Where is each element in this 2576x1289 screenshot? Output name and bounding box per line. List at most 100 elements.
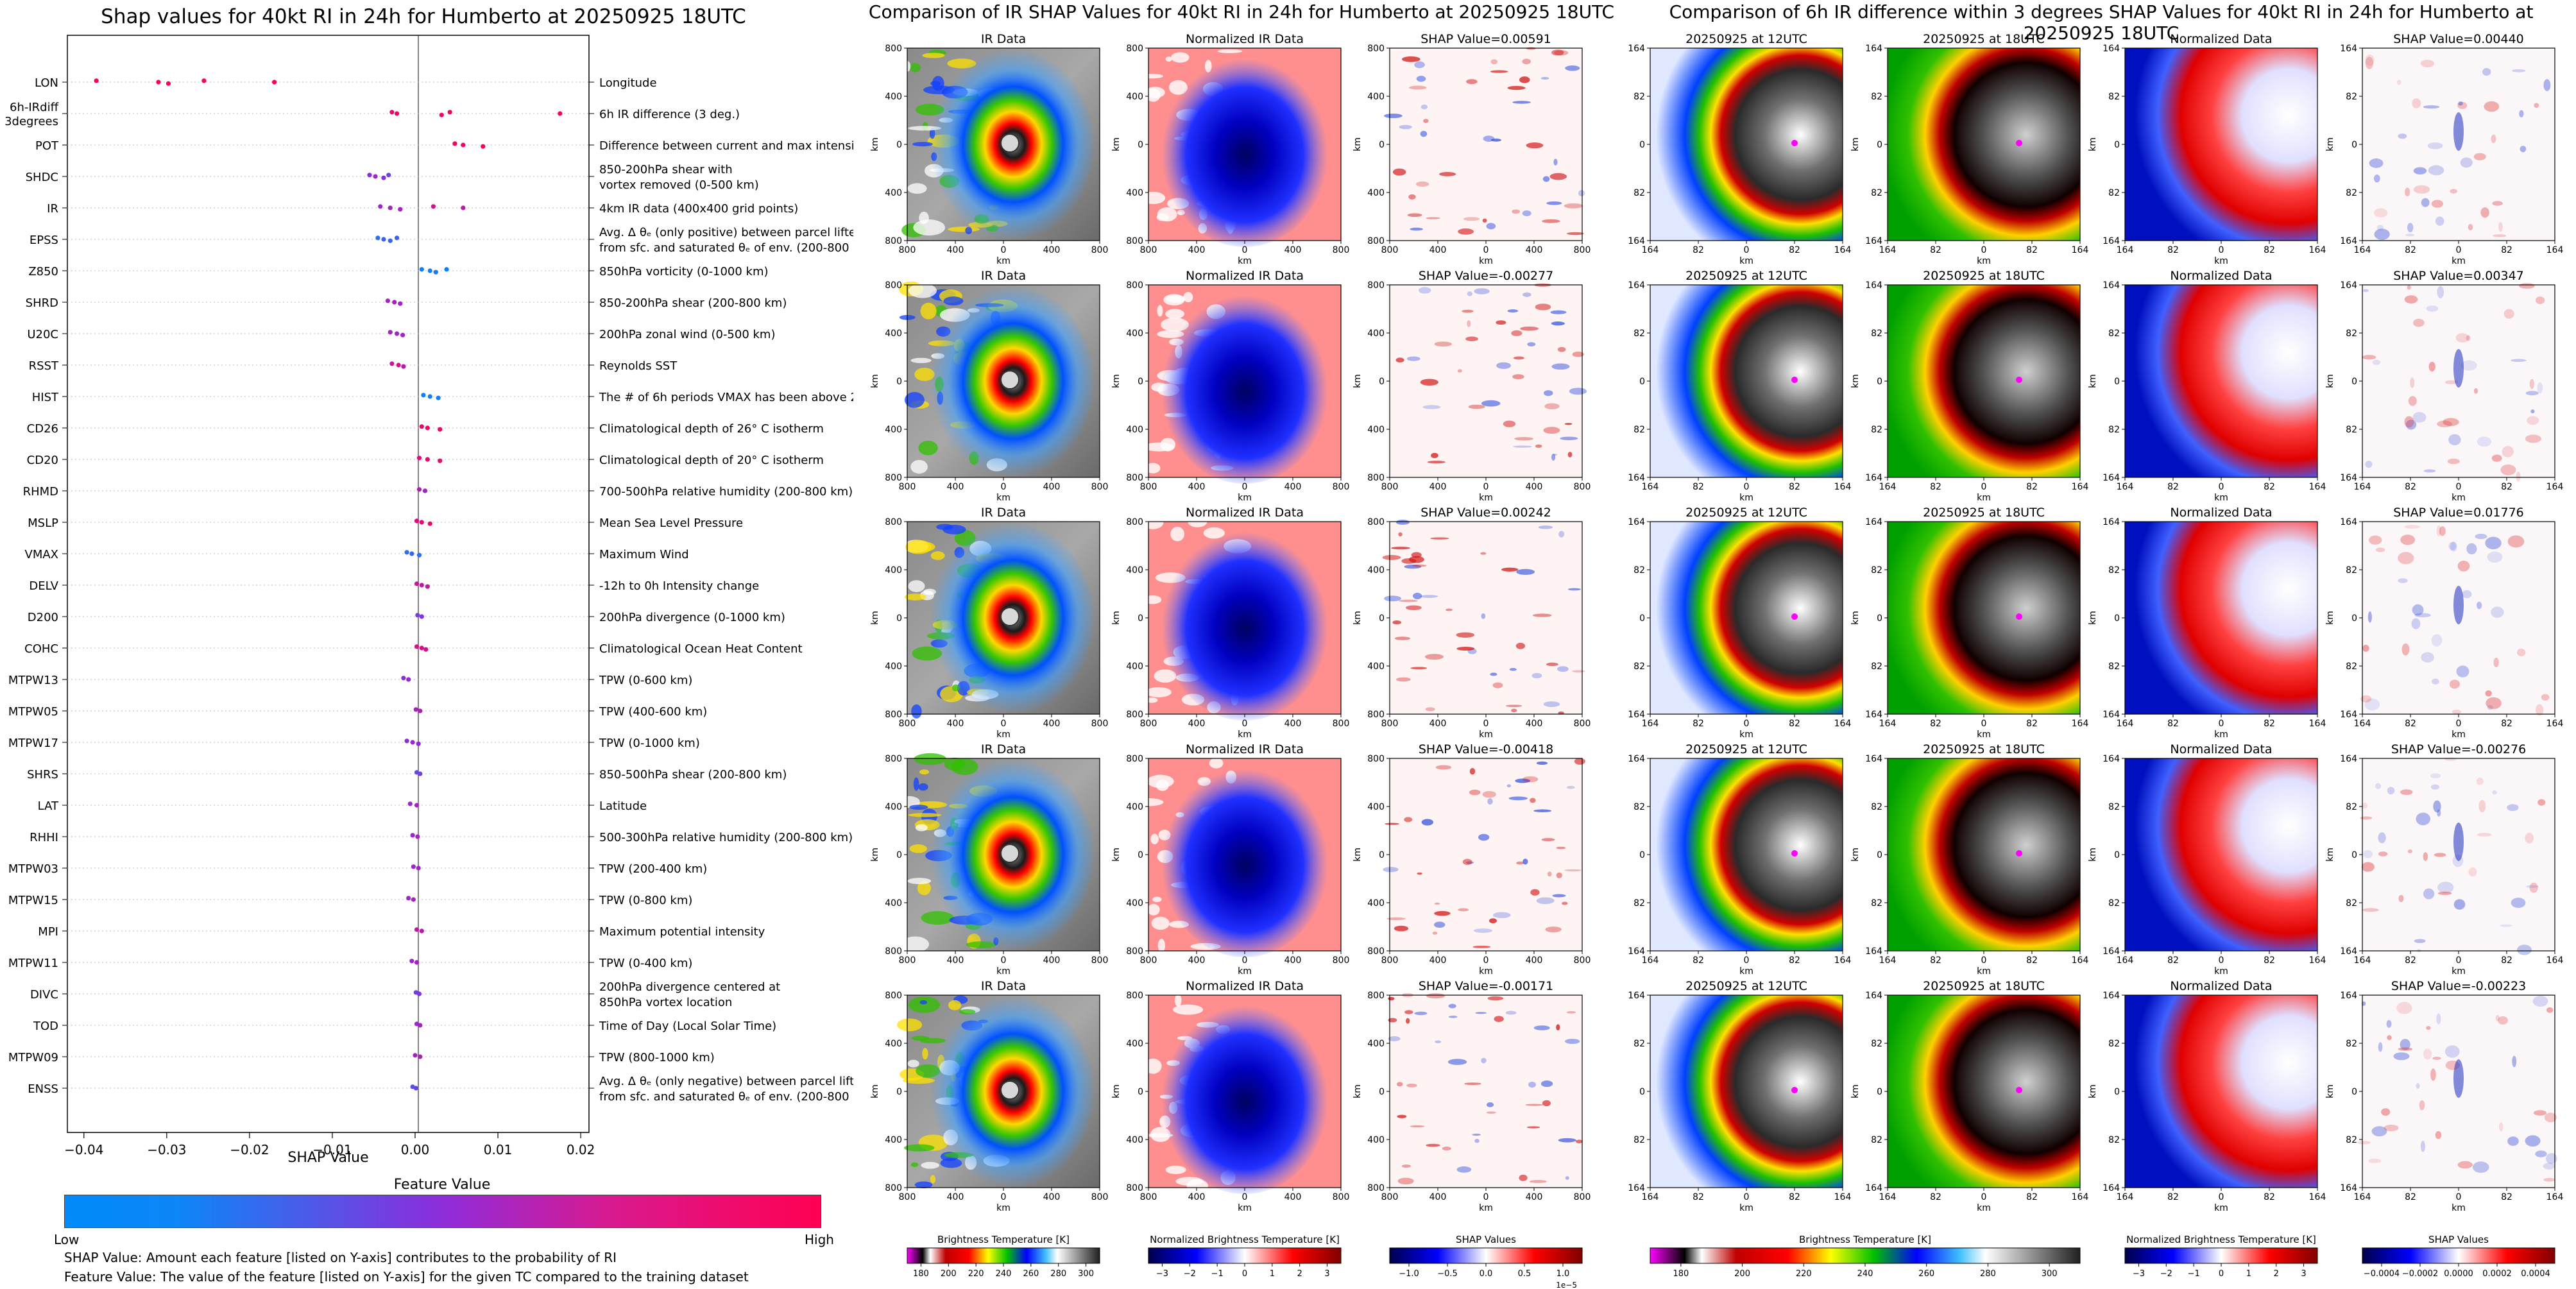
diff-shap-map <box>2360 522 2555 716</box>
colorbar-tick-label: 300 <box>1078 1269 1094 1279</box>
x-axis-label: km <box>2452 730 2466 740</box>
ir-data-image <box>903 522 1100 719</box>
y-tick-label: 164 <box>1628 517 1645 527</box>
y-tick-label: 82 <box>2108 188 2120 198</box>
y-axis-label: km <box>870 611 880 625</box>
feature-code-label: COHC <box>24 642 58 656</box>
feature-description-label: Climatological depth of 26° C isotherm <box>599 422 824 436</box>
x-tick-label: 0.02 <box>567 1142 595 1157</box>
colorbar-label: Brightness Temperature [K] <box>1799 1234 1931 1245</box>
ir-data-image <box>898 281 1100 477</box>
shap-point <box>411 864 416 869</box>
shap-point <box>396 363 401 368</box>
feature-description-label: 200hPa divergence centered at <box>599 980 780 994</box>
y-axis-label: km <box>2088 374 2098 388</box>
shap-point <box>431 204 436 209</box>
y-tick-label: 82 <box>1633 898 1645 909</box>
colorbar <box>2362 1247 2555 1264</box>
y-tick-label: 400 <box>1367 425 1385 435</box>
x-axis-label: km <box>1977 1203 1991 1213</box>
feature-description-label: TPW (0-600 km) <box>599 674 692 687</box>
x-tick-label: 800 <box>1333 955 1350 966</box>
feature-value-label: Feature Value <box>393 1177 491 1193</box>
x-axis-label: km <box>1479 493 1493 503</box>
x-tick-label: 800 <box>899 245 916 255</box>
feature-code-label: MTPW05 <box>8 705 58 719</box>
shap-point <box>438 427 443 432</box>
x-tick-label: 82 <box>1789 482 1800 492</box>
y-tick-label: 82 <box>1871 1135 1882 1145</box>
normalized-ir-image <box>1134 758 1341 957</box>
ir-col-title: Normalized IR Data <box>1186 269 1304 283</box>
y-tick-label: 164 <box>2340 946 2357 957</box>
shap-point <box>558 111 563 116</box>
x-axis-label: km <box>1238 966 1252 977</box>
y-tick-label: 164 <box>1865 517 1882 527</box>
feature-value-colorbar <box>64 1195 821 1228</box>
x-tick-label: 800 <box>1140 1192 1157 1202</box>
x-tick-label: −0.03 <box>147 1142 186 1157</box>
y-tick-label: 0 <box>1138 140 1143 150</box>
y-tick-label: 400 <box>1126 425 1143 435</box>
x-tick-label: 400 <box>1043 482 1061 492</box>
x-tick-label: 82 <box>2167 245 2179 255</box>
x-axis-label: km <box>1479 966 1493 977</box>
x-tick-label: 800 <box>1333 245 1350 255</box>
ir-panel-title: Comparison of IR SHAP Values for 40kt RI… <box>868 1 1615 22</box>
feature-code-label: SHRD <box>26 296 58 310</box>
x-axis-label: km <box>2452 966 2466 977</box>
shap-point <box>413 707 418 712</box>
x-axis-label: km <box>1479 1203 1493 1213</box>
y-tick-label: 400 <box>885 565 902 576</box>
x-tick-label: 0 <box>1001 955 1007 966</box>
x-tick-label: 0 <box>2219 1192 2224 1202</box>
ir-col-title: IR Data <box>981 32 1026 46</box>
feature-description-label: Difference between current and max inten… <box>599 139 853 153</box>
y-tick-label: 400 <box>1126 188 1143 198</box>
x-tick-label: 400 <box>1526 955 1543 966</box>
diff-col-title: 20250925 at 12UTC <box>1685 32 1807 46</box>
x-tick-label: 800 <box>1140 955 1157 966</box>
y-axis-label: km <box>2325 848 2335 862</box>
y-tick-label: 0 <box>2351 377 2357 387</box>
y-tick-label: 800 <box>885 44 902 54</box>
x-tick-label: 164 <box>2354 482 2371 492</box>
y-tick-label: 0 <box>1877 377 1882 387</box>
feature-description-label: Maximum potential intensity <box>599 925 765 939</box>
x-tick-label: 164 <box>1642 719 1659 729</box>
x-tick-label: 164 <box>1879 955 1897 966</box>
y-tick-label: 400 <box>1367 188 1385 198</box>
feature-code-label: EPSS <box>30 234 58 247</box>
diff-shap-title: SHAP Value=-0.00223 <box>2391 979 2526 993</box>
colorbar-tick-label: 280 <box>1980 1269 1996 1279</box>
shap-point <box>404 738 409 744</box>
shap-point <box>389 361 395 366</box>
x-tick-label: 82 <box>2026 955 2038 966</box>
y-axis-label: km <box>1111 611 1122 625</box>
x-tick-label: 82 <box>1930 482 1941 492</box>
shap-point <box>416 456 422 461</box>
y-tick-label: 82 <box>1633 188 1645 198</box>
shap-point <box>401 364 406 369</box>
x-axis-label: km <box>2214 730 2228 740</box>
y-tick-label: 0 <box>1138 1087 1143 1097</box>
ir-shap-map <box>1384 47 1585 241</box>
x-tick-label: 0 <box>1981 719 1987 729</box>
x-tick-label: 400 <box>947 719 964 729</box>
x-tick-label: 0 <box>1483 245 1489 255</box>
y-tick-label: 400 <box>885 898 902 909</box>
y-tick-label: 800 <box>1367 44 1385 54</box>
colorbar-tick-label: −3 <box>1156 1269 1168 1279</box>
x-tick-label: 82 <box>2405 245 2416 255</box>
y-tick-label: 164 <box>1628 1183 1645 1193</box>
x-tick-label: −0.02 <box>230 1142 269 1157</box>
x-tick-label: 82 <box>2405 482 2416 492</box>
y-tick-label: 400 <box>885 425 902 435</box>
shap-point <box>416 741 421 746</box>
shap-point <box>395 111 400 116</box>
shap-point <box>94 78 99 83</box>
feature-description-label: 850-500hPa shear (200-800 km) <box>599 768 787 781</box>
diff-col-title: 20250925 at 18UTC <box>1923 32 2045 46</box>
y-tick-label: 400 <box>1367 662 1385 672</box>
x-tick-label: 800 <box>1381 482 1399 492</box>
